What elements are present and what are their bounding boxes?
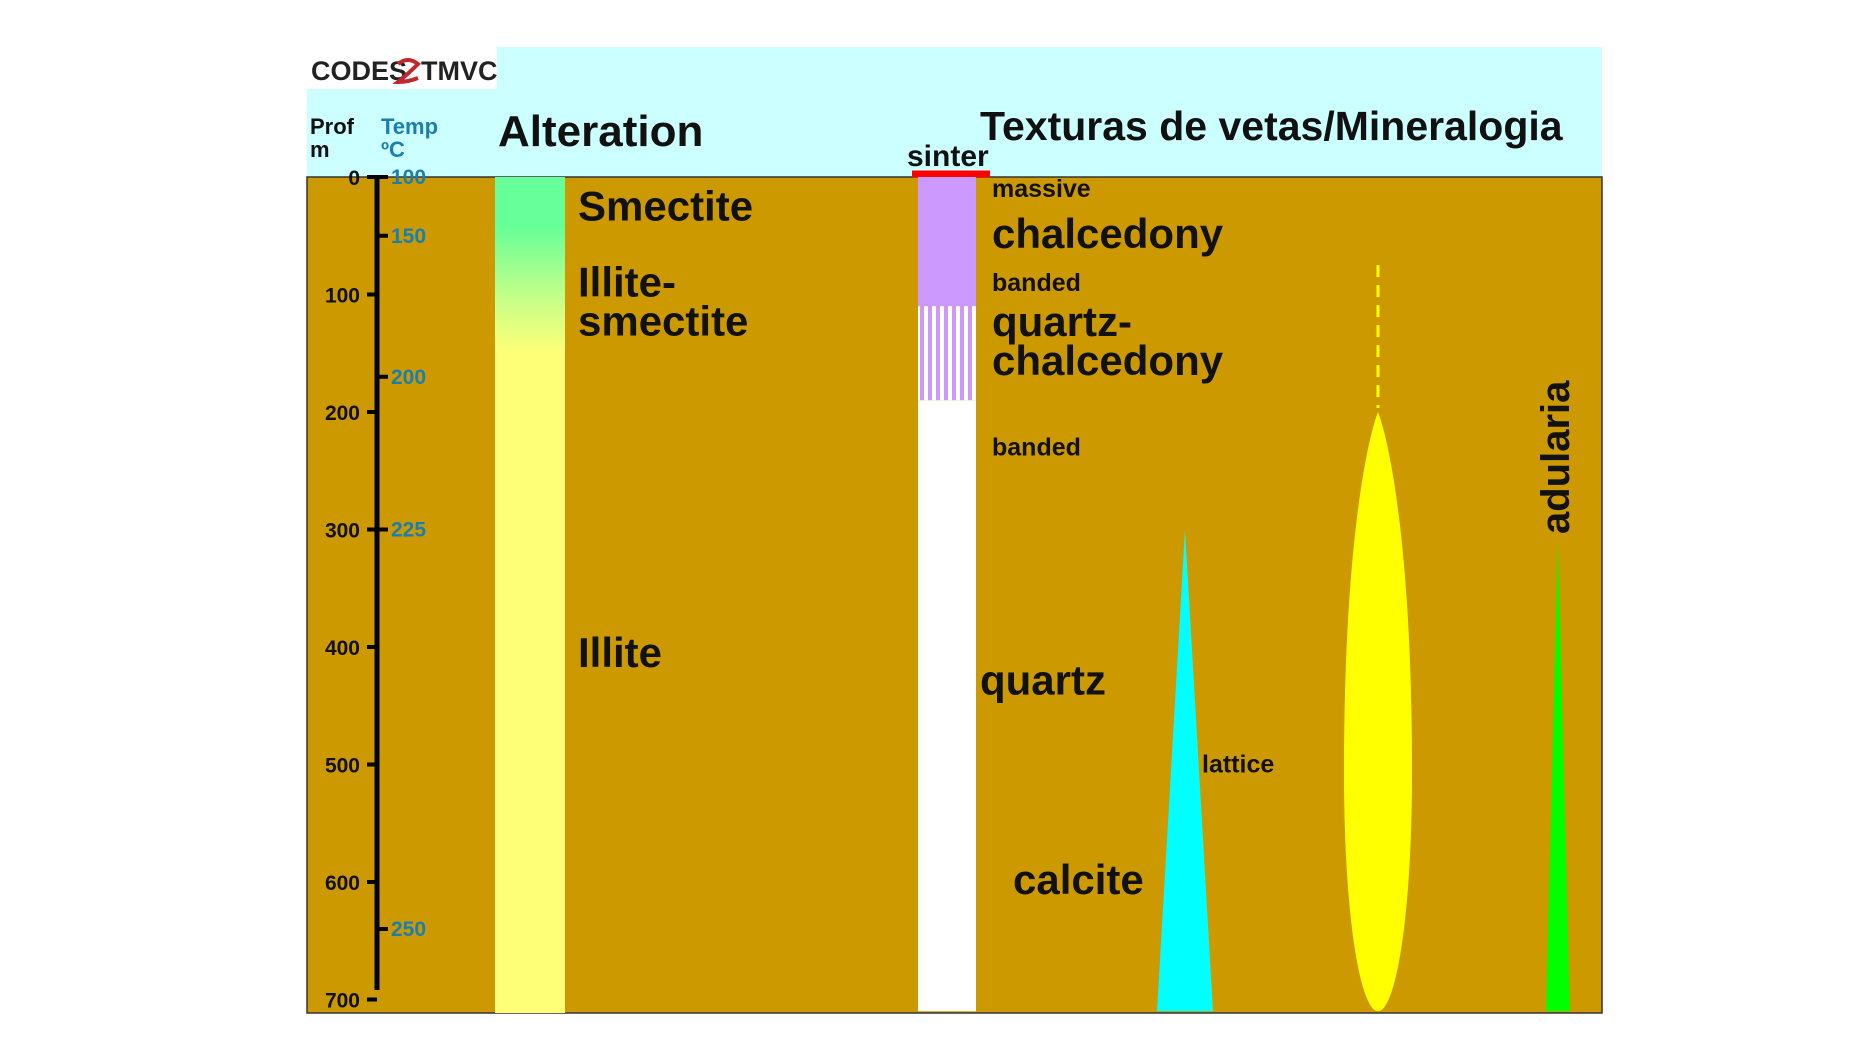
- alteration-title: Alteration: [498, 107, 703, 156]
- temp-tick-label: 100: [391, 166, 426, 189]
- adularia-wedge: [1546, 541, 1570, 1012]
- temp-tick-label: 250: [391, 918, 426, 941]
- texture-label: banded: [992, 433, 1081, 461]
- texture-labels: massive banded banded lattice: [992, 175, 1274, 779]
- alteration-label-line: Smectite: [578, 182, 753, 229]
- mineral-label-line: quartz: [980, 656, 1106, 703]
- logo-text-left: CODES: [311, 56, 407, 86]
- mineral-label-line: chalcedony: [992, 210, 1224, 257]
- depth-tick-label: 300: [325, 520, 360, 543]
- depth-tick-label: 600: [325, 872, 360, 895]
- silica-segment-quartz: [918, 400, 976, 1012]
- depth-tick-label: 0: [348, 167, 360, 190]
- temp-tick-label: 200: [391, 366, 426, 389]
- silica-segment-quartz-chalcedony: [918, 306, 976, 401]
- adularia-label: adularia: [1534, 380, 1578, 534]
- depth-tick-label: 100: [325, 285, 360, 308]
- temp-tick-label: 225: [391, 519, 426, 542]
- depth-tick-label: 200: [325, 402, 360, 425]
- depth-tick-label: 400: [325, 637, 360, 660]
- texture-label: banded: [992, 269, 1081, 297]
- mineral-label-line: chalcedony: [992, 337, 1224, 384]
- logo-text-right: TMVC: [421, 56, 498, 86]
- calcite-wedge: [1157, 529, 1213, 1012]
- mineral-label-line: calcite: [1013, 856, 1144, 903]
- depth-header: Prof m: [310, 114, 360, 162]
- texture-label: lattice: [1202, 751, 1274, 779]
- mineral-label-line: quartz-: [992, 298, 1132, 345]
- alteration-label: Smectite: [578, 182, 753, 229]
- vein-title: Texturas de vetas/Mineralogia: [980, 103, 1564, 149]
- temperature-ticks: 100 150 200 225 250: [377, 166, 426, 941]
- alteration-label-line: smectite: [578, 298, 748, 345]
- alteration-label-line: Illite: [578, 629, 662, 676]
- sinter-label: sinter: [907, 140, 989, 173]
- temp-tick-label: 150: [391, 225, 426, 248]
- texture-label: massive: [992, 175, 1091, 203]
- mineral-label: quartz-chalcedony: [992, 298, 1224, 384]
- silica-segment-chalcedony: [918, 177, 976, 307]
- temp-header: Temp ºC: [381, 114, 444, 162]
- mineral-label: quartz: [980, 656, 1106, 703]
- alteration-label: Illite-smectite: [578, 259, 748, 345]
- header-band: [307, 47, 1602, 177]
- alteration-labels: Smectite Illite-smectite Illite: [578, 182, 753, 676]
- depth-ticks: 0 100 200 300 400 500 600 700: [325, 167, 377, 1013]
- mineral-label: calcite: [1013, 856, 1144, 903]
- yellow-spindle: [1344, 412, 1412, 1012]
- silica-column: [918, 177, 976, 1012]
- alteration-column: [495, 177, 565, 1013]
- depth-tick-label: 700: [325, 990, 360, 1013]
- logo-mark-icon: [392, 58, 421, 85]
- alteration-label-line: Illite-: [578, 259, 676, 306]
- mineral-label: chalcedony: [992, 210, 1224, 257]
- alteration-label: Illite: [578, 629, 662, 676]
- depth-tick-label: 500: [325, 755, 360, 778]
